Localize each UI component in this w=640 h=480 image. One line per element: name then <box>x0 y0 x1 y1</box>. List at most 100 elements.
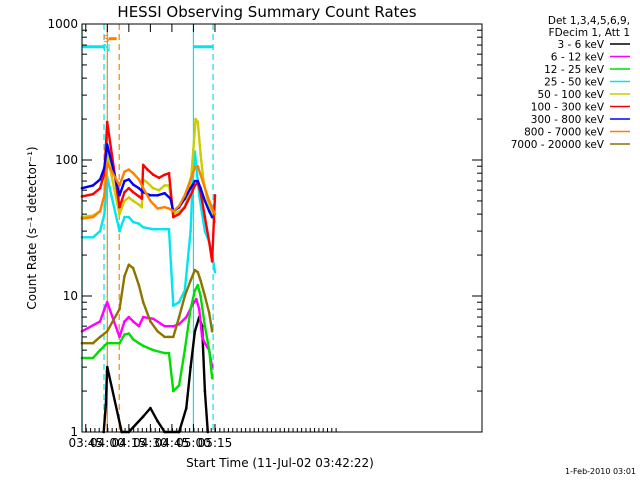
series-5-point-24 <box>203 215 207 219</box>
series-2-point-13 <box>172 389 175 393</box>
series-7-point-16 <box>177 204 181 208</box>
series-4-point-24 <box>199 153 202 156</box>
series-6-point-2 <box>98 178 102 181</box>
series-7-point-4 <box>105 161 109 165</box>
series-6-point-23 <box>207 209 211 213</box>
series-8-point-3 <box>105 330 109 333</box>
series-3-point-23 <box>203 229 207 233</box>
series-7-point-22 <box>203 186 207 190</box>
series-7-point-10 <box>141 186 145 190</box>
series-5-point-16 <box>167 171 171 175</box>
chart-title: HESSI Observing Summary Count Rates <box>117 3 416 21</box>
series-3-point-12 <box>163 227 166 231</box>
series-0-point-12 <box>189 365 192 369</box>
series-5-point-2 <box>98 186 102 190</box>
series-4-point-9 <box>137 203 141 206</box>
series-2-point-18 <box>196 283 200 287</box>
series-5-point-25 <box>207 240 211 244</box>
series-6-point-8 <box>131 183 135 186</box>
series-2-point-4 <box>118 341 121 345</box>
series-5-point-13 <box>151 173 155 176</box>
series-8-point-18 <box>193 268 197 272</box>
y-tick-label-1: 10 <box>63 289 78 303</box>
series-0-point-16 <box>203 389 207 393</box>
series-7-point-5 <box>118 184 121 187</box>
series-4-point-7 <box>127 196 131 199</box>
series-8-point-22 <box>207 311 211 315</box>
series-5-point-19 <box>183 205 187 209</box>
legend-label-7: 800 - 7000 keV <box>524 127 605 139</box>
series-8-point-17 <box>189 279 192 282</box>
x-axis-label: Start Time (11-Jul-02 03:42:22) <box>186 456 374 470</box>
series-3-point-22 <box>200 212 204 216</box>
series-1-point-18 <box>197 307 201 311</box>
series-3-point-11 <box>151 227 155 231</box>
series-6-point-5 <box>118 194 121 197</box>
legend-label-8: 7000 - 20000 keV <box>511 139 605 151</box>
series-8-point-2 <box>98 335 102 339</box>
series-1-point-17 <box>195 297 198 301</box>
series-8-point-7 <box>131 266 135 270</box>
marker-label-0: S <box>103 34 109 45</box>
plot-frame <box>81 23 483 433</box>
x-tick-label-0: 03:45 <box>68 436 103 450</box>
series-2-point-6 <box>127 332 131 335</box>
y-axis-label: Count Rate (s⁻¹ detector⁻¹) <box>25 146 39 309</box>
series-0-point-13 <box>193 330 197 333</box>
legend-label-5: 100 - 300 keV <box>531 102 605 114</box>
series-0-point-3 <box>106 365 109 369</box>
series-8-point-11 <box>156 330 159 333</box>
series-4-point-22 <box>194 117 197 121</box>
series-7-point-1 <box>91 215 95 219</box>
series-8-point-4 <box>118 307 121 311</box>
series-2-point-19 <box>199 294 202 298</box>
series-4-point-12 <box>146 181 149 185</box>
series-8-point-10 <box>149 320 152 323</box>
series-1-point-4 <box>118 335 121 339</box>
y-tick-label-2: 100 <box>55 153 78 167</box>
series-6-point-20 <box>196 179 200 183</box>
series-6-point-18 <box>189 186 192 190</box>
series-3-point-6 <box>123 215 126 219</box>
series-2-point-16 <box>189 307 192 311</box>
series-2-point-9 <box>141 344 145 348</box>
x-tick-label-1: 04:00 <box>90 436 125 450</box>
series-1-point-11 <box>163 324 166 328</box>
series-6-point-7 <box>127 178 131 181</box>
series-7-point-17 <box>183 194 187 197</box>
series-line-7 <box>81 161 217 220</box>
series-3-point-8 <box>131 220 135 224</box>
series-7-point-25 <box>213 212 217 216</box>
series-1-point-15 <box>185 315 188 319</box>
series-6-point-1 <box>91 184 95 187</box>
series-3-point-1 <box>91 236 95 239</box>
series-8-point-8 <box>137 283 141 287</box>
legend-label-1: 6 - 12 keV <box>551 52 605 64</box>
series-5-point-21 <box>193 184 197 187</box>
series-1-point-8 <box>137 324 141 328</box>
series-1-point-7 <box>131 320 135 323</box>
series-1-point-1 <box>98 320 102 323</box>
series-6-point-24 <box>210 215 214 219</box>
series-6-point-11 <box>149 194 152 197</box>
series-8-point-6 <box>127 263 131 267</box>
series-5-point-11 <box>141 163 145 167</box>
series-5-point-4 <box>105 120 109 124</box>
series-3-point-7 <box>127 215 131 219</box>
series-1-point-19 <box>200 335 204 339</box>
series-0-point-8 <box>156 419 159 423</box>
series-6-point-3 <box>103 166 106 169</box>
series-5-point-1 <box>91 192 95 196</box>
series-2-point-8 <box>137 341 141 345</box>
legend-label-4: 50 - 100 keV <box>537 89 604 101</box>
series-7-point-23 <box>207 199 211 203</box>
series-7-point-12 <box>156 207 159 210</box>
series-3-point-20 <box>195 171 199 175</box>
series-7-point-19 <box>193 166 197 169</box>
series-3-point-3 <box>103 212 106 216</box>
series-1-point-20 <box>203 341 207 345</box>
series-3-point-15 <box>177 300 181 304</box>
series-4-point-13 <box>151 186 155 190</box>
series-8-point-19 <box>196 270 200 274</box>
series-2-point-5 <box>123 333 126 336</box>
